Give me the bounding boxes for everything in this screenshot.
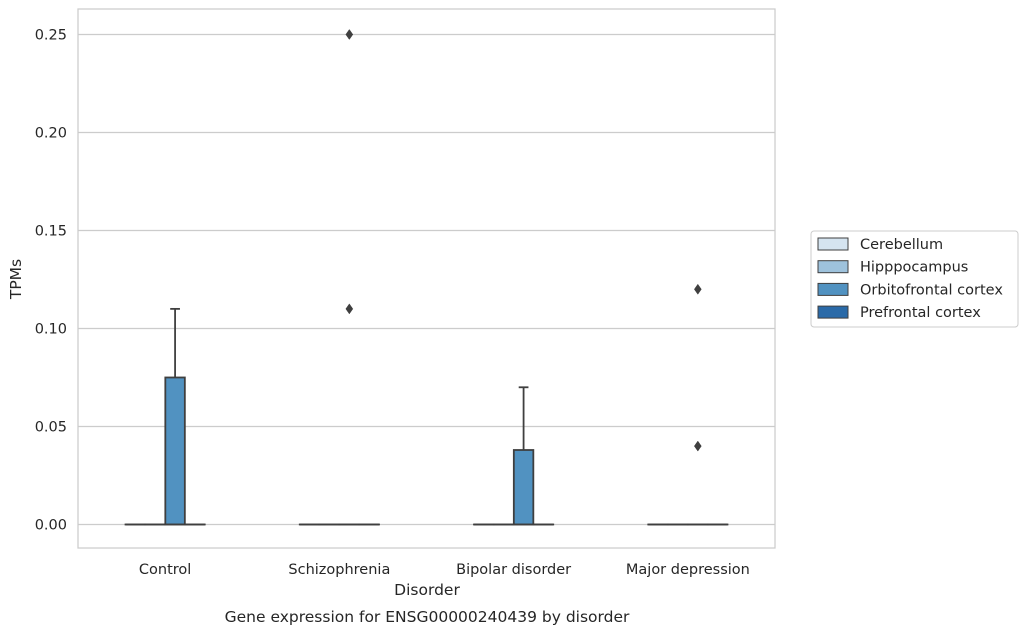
- y-tick-label: 0.00: [35, 517, 67, 533]
- y-tick-label: 0.25: [35, 27, 67, 43]
- x-axis-label: Disorder: [394, 581, 460, 599]
- x-tick-label: Major depression: [626, 562, 750, 578]
- legend-swatch: [817, 237, 849, 251]
- box-orbitofrontal-cortex: [687, 283, 709, 526]
- legend-frame: [810, 230, 1019, 328]
- x-tick-label: Schizophrenia: [288, 562, 390, 578]
- y-tick-label: 0.15: [35, 223, 67, 239]
- legend-label: Prefrontal cortex: [860, 305, 981, 321]
- chart-caption: Gene expression for ENSG00000240439 by d…: [225, 608, 630, 626]
- box-body: [512, 449, 535, 526]
- outlier-point: [345, 303, 354, 315]
- legend-label: Cerebellum: [860, 237, 943, 253]
- y-tick-label: 0.10: [35, 321, 67, 337]
- legend-label: Orbitofrontal cortex: [860, 282, 1003, 298]
- outlier-point: [694, 283, 702, 295]
- y-axis-label: TPMs: [7, 259, 25, 300]
- box-series: [124, 29, 729, 526]
- outlier-point: [694, 440, 702, 452]
- plot-background: [78, 9, 775, 548]
- box-body: [164, 376, 186, 526]
- y-tick-label: 0.20: [35, 125, 67, 141]
- x-tick-label: Control: [139, 562, 191, 578]
- legend-swatch: [817, 282, 849, 296]
- legend-swatch: [817, 305, 849, 319]
- y-tick-label: 0.05: [35, 419, 67, 435]
- outlier-point: [345, 29, 354, 40]
- x-tick-labels: Control Schizophrenia Bipolar disorder Majo…: [139, 562, 750, 578]
- legend: Cerebellum Hipppocampus Orbitofrontal cort…: [810, 230, 1019, 328]
- x-tick-label: Bipolar disorder: [456, 562, 571, 578]
- legend-swatch: [817, 260, 849, 274]
- y-tick-labels: 0.00 0.05 0.10 0.15 0.20 0.25: [35, 27, 67, 533]
- box-orbitofrontal-cortex: [512, 386, 535, 526]
- plot-frame: [77, 8, 776, 549]
- legend-label: Hipppocampus: [860, 260, 968, 276]
- box-orbitofrontal-cortex: [164, 307, 186, 526]
